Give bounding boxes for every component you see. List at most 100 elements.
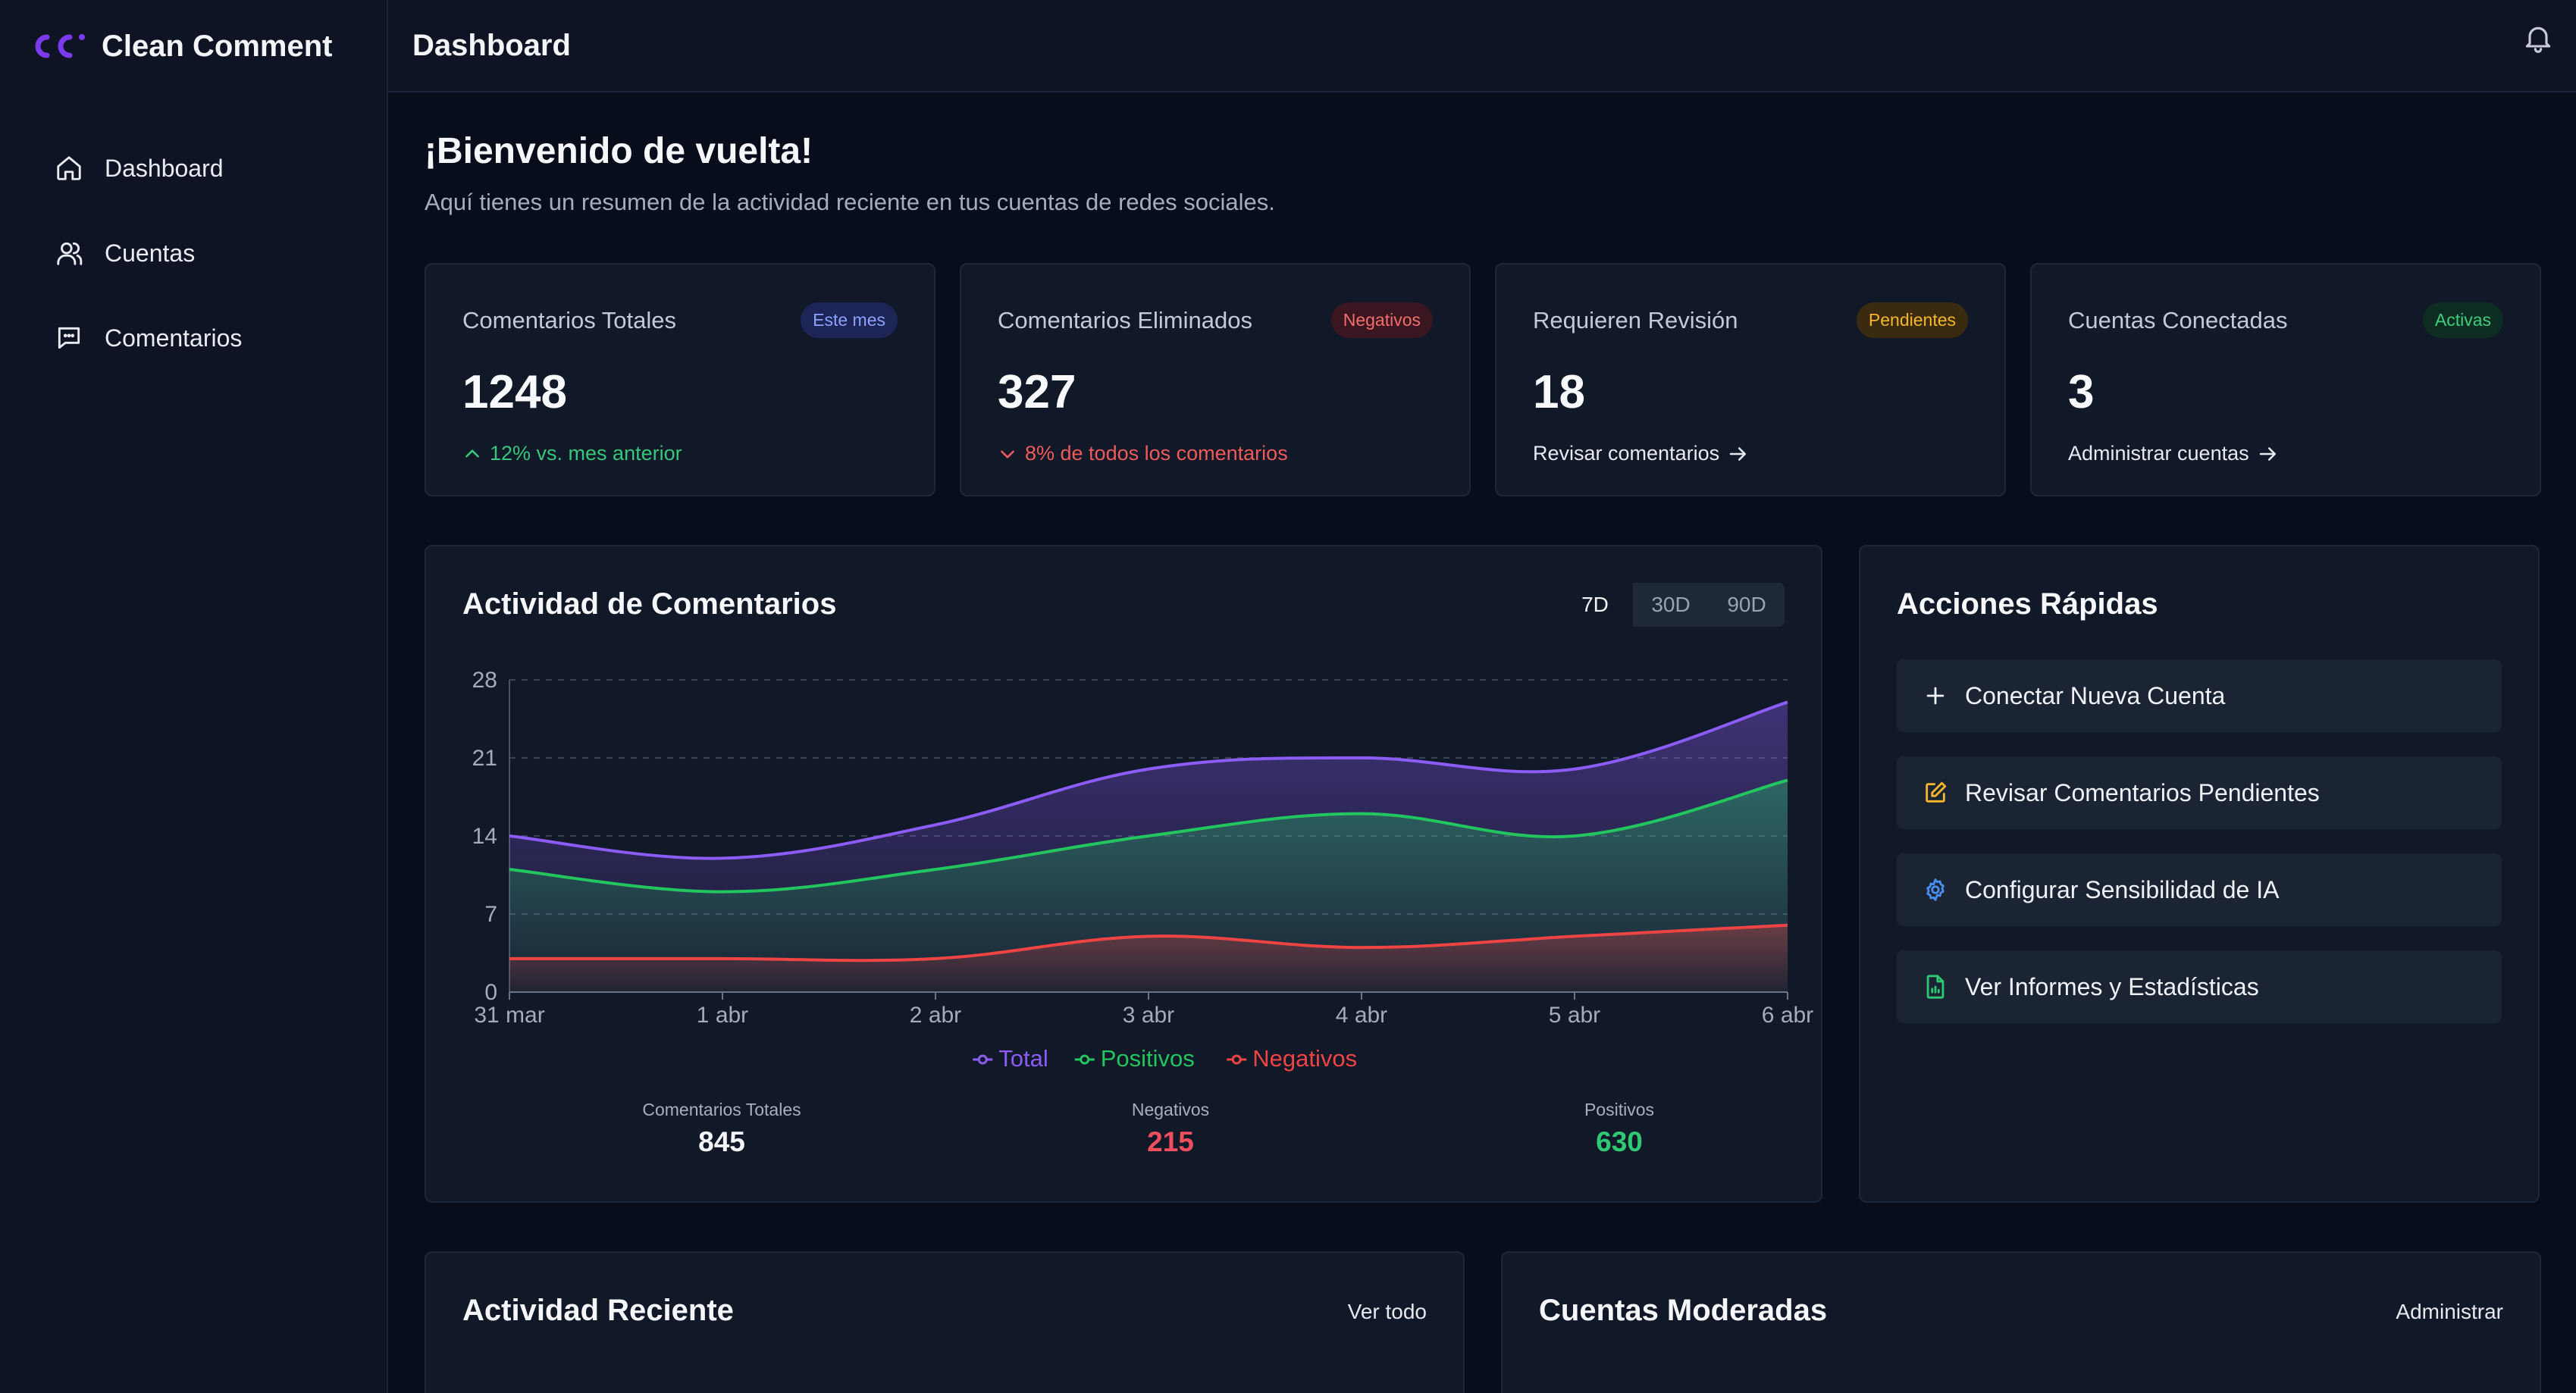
moderated-accounts-card: Cuentas Moderadas Administrar [1501,1251,2541,1393]
x-tick-label: 31 mar [474,1003,544,1028]
sidebar-item-cuentas[interactable]: Cuentas [0,215,387,291]
tab-7d[interactable]: 7D [1557,583,1633,627]
summary-total: Comentarios Totales 845 [616,1100,828,1158]
action-label: Revisar Comentarios Pendientes [1965,778,2320,806]
recent-activity-card: Actividad Reciente Ver todo [425,1251,1465,1393]
brand-name: Clean Comment [102,29,333,63]
stat-label: Cuentas Conectadas [2068,306,2288,333]
topbar: Dashboard [388,0,2576,92]
x-tick-label: 4 abr [1336,1003,1387,1028]
stat-card-total: Comentarios Totales Este mes 1248 12% vs… [425,263,935,496]
activity-chart: 0 7 14 21 28 31 mar 1 abr 2 abr 3 abr 4 abr 5 abr 6… [472,668,1814,1072]
summary-label: Negativos [1131,1100,1210,1119]
action-label: Ver Informes y Estadísticas [1965,972,2259,1000]
activity-chart-card: 0 7 14 21 28 31 mar 1 abr 2 abr 3 abr 4 abr 5 abr 6… [425,545,1822,1203]
sidebar-item-comentarios[interactable]: Comentarios [0,300,387,376]
legend-label: Positivos [1101,1045,1195,1072]
link-text: Revisar comentarios [1533,442,1720,465]
stat-value: 1248 [462,366,567,418]
row-bottom: Actividad Reciente Ver todo Cuentas Mode… [425,1251,2541,1393]
quick-actions-card: Acciones Rápidas Conectar Nueva Cuenta R… [1859,545,2540,1203]
summary-value: 215 [1147,1126,1194,1157]
sidebar: Clean Comment Dashboard Cuentas Comentar… [0,0,388,1393]
summary-positive: Positivos 630 [1513,1100,1725,1158]
review-pending-button[interactable]: Revisar Comentarios Pendientes [1897,756,2502,829]
stat-card-review: Requieren Revisión Pendientes 18 Revisar… [1495,263,2006,496]
series-line-negativos [509,923,1788,963]
x-tick-label: 3 abr [1123,1003,1174,1028]
welcome-subtitle: Aquí tienes un resumen de la actividad r… [425,189,1275,215]
tab-90d[interactable]: 90D [1709,583,1785,627]
y-tick-label: 7 [484,902,497,927]
brand[interactable]: Clean Comment [0,0,387,92]
y-tick-label: 0 [484,980,497,1005]
bell-icon[interactable] [2521,21,2555,55]
action-label: Conectar Nueva Cuenta [1965,681,2226,709]
gear-icon [1926,878,1945,901]
welcome-title: ¡Bienvenido de vuelta! [425,131,813,171]
series-line-positivos [509,778,1788,894]
stat-card-accounts: Cuentas Conectadas Activas 3 Administrar… [2030,263,2541,496]
stats-row: Comentarios Totales Este mes 1248 12% vs… [425,263,2541,496]
action-label: Configurar Sensibilidad de IA [1965,875,2280,903]
chevron-up-icon [465,449,479,458]
stat-value: 327 [998,366,1076,418]
configure-ai-button[interactable]: Configurar Sensibilidad de IA [1897,853,2502,926]
manage-link[interactable]: Administrar [2396,1300,2503,1323]
sidebar-item-label: Cuentas [105,239,196,267]
legend-marker [1231,1054,1242,1065]
row-activity: 0 7 14 21 28 31 mar 1 abr 2 abr 3 abr 4 abr 5 abr 6… [425,545,2541,1203]
y-tick-label: 28 [472,668,497,693]
sidebar-item-label: Dashboard [105,154,224,182]
series-area-positivos [509,780,1788,992]
arrow-right-icon [2259,446,2276,461]
status-badge: Este mes [801,302,898,338]
stat-card-deleted: Comentarios Eliminados Negativos 327 8% … [960,263,1471,496]
legend-label: Negativos [1252,1045,1357,1072]
series-area-negativos [509,925,1788,992]
users-icon [57,242,83,265]
page-title: Dashboard [412,28,571,62]
summary-negative: Negativos 215 [1064,1100,1277,1158]
sidebar-nav: Dashboard Cuentas Comentarios [0,130,387,376]
stat-value: 18 [1533,366,1585,418]
dashboard-content: ¡Bienvenido de vuelta! Aquí tienes un re… [388,92,2576,1393]
y-tick-label: 21 [472,746,497,771]
x-tick-label: 1 abr [697,1003,748,1028]
edit-icon [1926,781,1947,803]
report-icon [1926,975,1945,999]
review-comments-link[interactable]: Revisar comentarios [1533,442,1968,465]
x-tick-label: 5 abr [1549,1003,1600,1028]
x-tick-label: 6 abr [1762,1003,1813,1028]
status-badge: Activas [2422,302,2503,338]
summary-label: Comentarios Totales [642,1100,801,1119]
sidebar-item-label: Comentarios [105,324,243,352]
logo-icon [35,34,85,58]
quick-actions-list: Conectar Nueva Cuenta Revisar Comentario… [1897,659,2502,1023]
stat-value: 3 [2068,366,2095,418]
recent-activity-title: Actividad Reciente [462,1294,734,1327]
stat-trend: 12% vs. mes anterior [462,442,898,465]
stat-trend-text: 12% vs. mes anterior [490,442,682,465]
home-icon [57,156,81,180]
connect-account-button[interactable]: Conectar Nueva Cuenta [1897,659,2502,732]
y-tick-label: 14 [472,824,497,849]
tab-30d[interactable]: 30D [1633,583,1709,627]
link-text: Administrar cuentas [2068,442,2249,465]
quick-actions-title: Acciones Rápidas [1897,587,2158,621]
main-area: Dashboard ¡Bienvenido de vuelta! Aquí ti… [388,0,2576,1393]
message-icon [58,327,80,349]
stat-trend: 8% de todos los comentarios [998,442,1433,465]
series-line-total [509,700,1788,860]
status-badge: Negativos [1330,302,1433,338]
sidebar-item-dashboard[interactable]: Dashboard [0,130,387,206]
plus-icon [1926,687,1945,705]
summary-value: 845 [698,1126,745,1157]
summary-label: Positivos [1584,1100,1655,1119]
view-reports-button[interactable]: Ver Informes y Estadísticas [1897,950,2502,1023]
range-tabs: 7D 30D 90D [1557,583,1785,627]
view-all-link[interactable]: Ver todo [1347,1300,1427,1323]
stat-label: Comentarios Eliminados [998,306,1252,333]
x-tick-label: 2 abr [910,1003,961,1028]
manage-accounts-link[interactable]: Administrar cuentas [2068,442,2503,465]
